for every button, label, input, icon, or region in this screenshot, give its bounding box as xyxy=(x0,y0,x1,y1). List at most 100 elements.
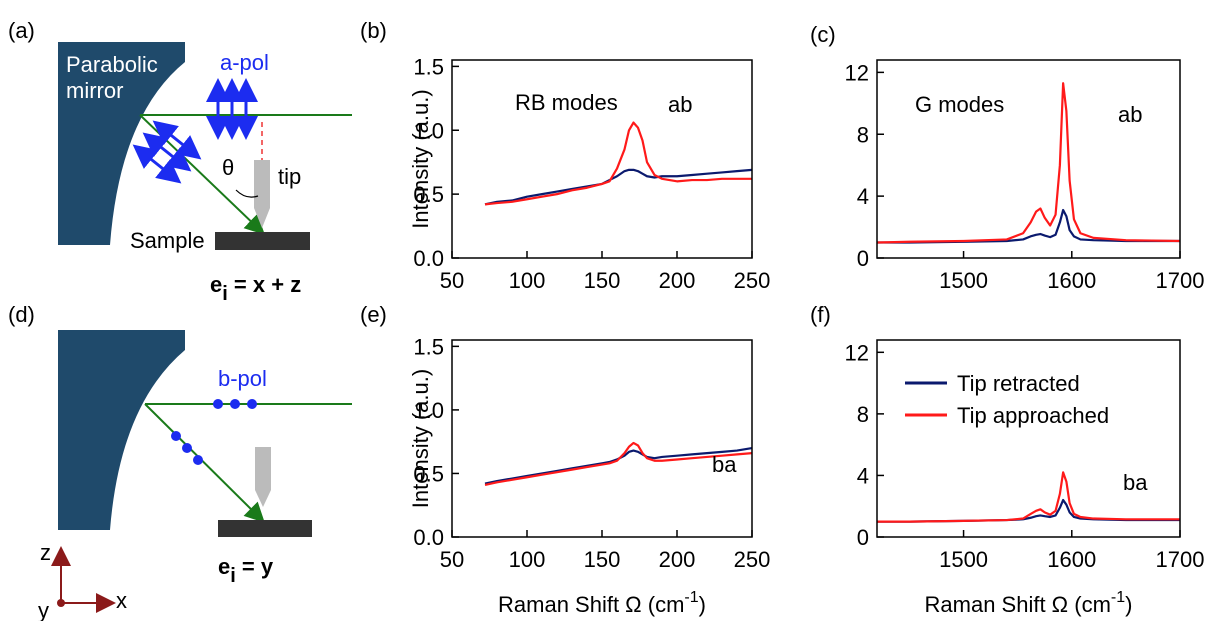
x-tick-label: 250 xyxy=(734,268,771,293)
diagram-d: (d) b-pol ei = y z x y xyxy=(8,302,352,621)
field-label: ei = y xyxy=(218,554,274,587)
panel-label: (e) xyxy=(360,302,387,327)
axis-label: z xyxy=(40,540,51,565)
x-axis-label: Raman Shift Ω (cm-1) xyxy=(925,589,1133,617)
axis-origin xyxy=(57,599,65,607)
x-axis-label: Raman Shift Ω (cm-1) xyxy=(498,589,706,617)
polarization-arrows xyxy=(132,78,258,184)
chart-panel: (f) 1500 1600 1700 0 4 8 12 ba Raman Shift Ω (cm-… xyxy=(810,302,1204,617)
x-tick-label: 1500 xyxy=(939,268,988,293)
field: e xyxy=(218,554,230,579)
data-line xyxy=(877,208,1180,244)
panel-label: (b) xyxy=(360,18,387,43)
data-line xyxy=(484,168,753,206)
y-tick-label: 12 xyxy=(845,60,869,85)
y-tick-label: 4 xyxy=(857,184,869,209)
x-tick-label: 50 xyxy=(440,268,464,293)
annotation: RB modes xyxy=(515,90,618,115)
axis-label: y xyxy=(38,598,49,621)
panel-label: (c) xyxy=(810,22,836,47)
x-tick-label: 100 xyxy=(509,268,546,293)
mirror-label: mirror xyxy=(66,78,123,103)
x-axis-label-part: -1 xyxy=(684,589,698,606)
plot-frame xyxy=(451,339,753,538)
legend-label: Tip approached xyxy=(957,403,1109,428)
plot-frame xyxy=(451,59,753,259)
panel-label: (f) xyxy=(810,302,831,327)
x-tick-label: 1700 xyxy=(1156,547,1205,572)
x-tick-label: 150 xyxy=(584,268,621,293)
x-tick-label: 1600 xyxy=(1047,268,1096,293)
y-tick-label: 1.5 xyxy=(413,54,444,79)
y-tick-label: 1.0 xyxy=(413,398,444,423)
tip xyxy=(254,160,270,228)
sample xyxy=(218,520,312,537)
angle-label: θ xyxy=(222,155,234,180)
chart-panel: (e) 50 100 150 200 250 0.0 0.5 1.0 1.5 ba Intensity… xyxy=(360,302,770,617)
y-tick-label: 1.0 xyxy=(413,118,444,143)
y-tick-label: 8 xyxy=(857,122,869,147)
mirror xyxy=(58,42,185,245)
y-tick-label: 4 xyxy=(857,463,869,488)
polarization-label: b-pol xyxy=(218,366,267,391)
y-tick-label: 0.5 xyxy=(413,182,444,207)
x-axis-label-part: -1 xyxy=(1111,589,1125,606)
x-tick-label: 250 xyxy=(734,547,771,572)
data-line xyxy=(877,471,1180,523)
annotation: ab xyxy=(1118,102,1142,127)
sample xyxy=(215,232,310,250)
y-tick-label: 8 xyxy=(857,402,869,427)
chart-panel: (b) 50 100 150 200 250 0.0 0.5 1.0 1.5 RB modes ab I… xyxy=(360,18,770,293)
angle-arc xyxy=(235,189,259,198)
x-tick-label: 200 xyxy=(659,547,696,572)
x-tick-label: 1600 xyxy=(1047,547,1096,572)
beam xyxy=(139,114,265,235)
x-tick-label: 50 xyxy=(440,547,464,572)
y-axis-label: Intensity (a.u.) xyxy=(408,369,433,508)
x-tick-label: 150 xyxy=(584,547,621,572)
field: e xyxy=(210,272,222,297)
y-axis-label: Intensity (a.u.) xyxy=(408,89,433,228)
data-line xyxy=(876,82,1181,244)
x-tick-label: 1700 xyxy=(1156,268,1205,293)
data-line xyxy=(484,446,753,485)
tip-label: tip xyxy=(278,164,301,189)
field: = y xyxy=(236,554,274,579)
x-axis-label-part: Raman Shift Ω (cm xyxy=(498,592,684,617)
field: = x + z xyxy=(228,272,301,297)
x-axis-label-part: Raman Shift Ω (cm xyxy=(925,592,1111,617)
chart-panel: (c) 1500 1600 1700 0 4 8 12 G modes ab xyxy=(810,22,1204,293)
mirror xyxy=(58,330,185,530)
annotation: ab xyxy=(668,92,692,117)
plot-frame xyxy=(876,339,1181,538)
x-tick-label: 200 xyxy=(659,268,696,293)
y-tick-label: 0 xyxy=(857,525,869,550)
y-tick-label: 1.5 xyxy=(413,334,444,359)
y-tick-label: 0.5 xyxy=(413,461,444,486)
tip xyxy=(255,447,271,507)
annotation: ba xyxy=(712,452,737,477)
annotation: ba xyxy=(1123,470,1148,495)
charts: (b) 50 100 150 200 250 0.0 0.5 1.0 1.5 RB modes ab I… xyxy=(360,18,1204,617)
sample-label: Sample xyxy=(130,228,205,253)
axis-label: x xyxy=(116,588,127,613)
y-tick-label: 0.0 xyxy=(413,246,444,271)
plot-frame xyxy=(876,59,1181,259)
legend-label: Tip retracted xyxy=(957,371,1080,396)
field-sub: i xyxy=(222,283,228,305)
data-line xyxy=(484,441,753,486)
annotation: G modes xyxy=(915,92,1004,117)
x-tick-label: 1500 xyxy=(939,547,988,572)
field-label: ei = x + z xyxy=(210,272,301,305)
y-tick-label: 0.0 xyxy=(413,525,444,550)
x-axis-label-part: ) xyxy=(1125,592,1132,617)
polarization-label: a-pol xyxy=(220,50,269,75)
y-tick-label: 12 xyxy=(845,340,869,365)
mirror-label: Parabolic xyxy=(66,52,158,77)
x-axis-label-part: ) xyxy=(699,592,706,617)
data-line xyxy=(484,121,752,206)
field-sub: i xyxy=(230,565,236,587)
panel-label: (d) xyxy=(8,302,35,327)
y-tick-label: 0 xyxy=(857,246,869,271)
